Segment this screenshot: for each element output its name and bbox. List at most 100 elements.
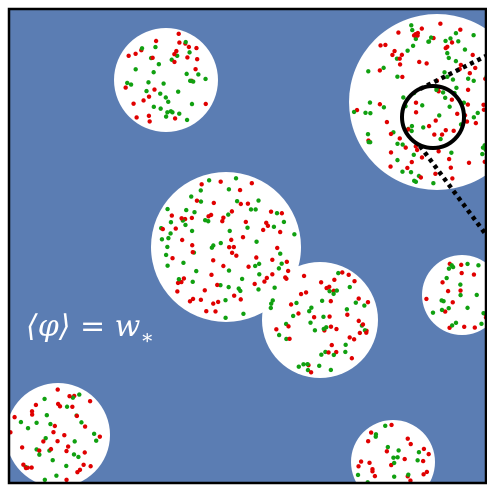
particle bbox=[194, 46, 198, 50]
particle bbox=[172, 52, 176, 56]
particle bbox=[332, 278, 336, 282]
particle bbox=[420, 155, 424, 159]
particle bbox=[405, 48, 409, 52]
particle bbox=[449, 165, 453, 169]
particle bbox=[392, 461, 396, 465]
particle bbox=[389, 132, 393, 136]
particle bbox=[21, 462, 25, 466]
particle bbox=[158, 91, 162, 95]
particle bbox=[211, 301, 215, 305]
particle bbox=[270, 272, 274, 276]
particle bbox=[359, 459, 363, 463]
particle bbox=[199, 298, 203, 302]
particle bbox=[299, 292, 303, 296]
particle bbox=[395, 158, 399, 162]
label-main: ⟨φ⟩ = w bbox=[26, 309, 141, 344]
particle bbox=[317, 364, 321, 368]
particle bbox=[212, 201, 216, 205]
particle bbox=[454, 59, 458, 63]
particle bbox=[445, 51, 449, 55]
particle bbox=[331, 292, 335, 296]
particle bbox=[195, 199, 199, 203]
particle bbox=[327, 289, 331, 293]
particle bbox=[43, 478, 47, 482]
particle bbox=[366, 132, 370, 136]
particle bbox=[12, 415, 16, 419]
particle bbox=[179, 216, 183, 220]
particle bbox=[232, 293, 236, 297]
particle bbox=[92, 432, 96, 436]
particle bbox=[356, 473, 360, 477]
particle bbox=[165, 207, 169, 211]
particle bbox=[211, 258, 215, 262]
particle bbox=[406, 436, 410, 440]
particle bbox=[204, 102, 208, 106]
particle bbox=[177, 111, 181, 115]
particle bbox=[170, 110, 174, 114]
particle bbox=[206, 214, 210, 218]
particle bbox=[133, 52, 137, 56]
particle bbox=[64, 478, 68, 482]
particle bbox=[270, 258, 274, 262]
particle bbox=[133, 67, 137, 71]
particle bbox=[266, 224, 270, 228]
particle bbox=[158, 106, 162, 110]
particle bbox=[37, 452, 41, 456]
particle bbox=[412, 153, 416, 157]
particle bbox=[366, 439, 370, 443]
particle bbox=[406, 472, 410, 476]
particle bbox=[189, 194, 193, 198]
particle bbox=[450, 323, 454, 327]
particle bbox=[272, 225, 276, 229]
particle bbox=[462, 325, 466, 329]
particle bbox=[345, 313, 349, 317]
particle bbox=[352, 337, 356, 341]
particle bbox=[147, 119, 151, 123]
particle bbox=[466, 102, 470, 106]
particle bbox=[261, 228, 265, 232]
particle bbox=[241, 312, 245, 316]
particle bbox=[458, 282, 462, 286]
particle bbox=[389, 150, 393, 154]
particle bbox=[237, 286, 241, 290]
particle bbox=[476, 263, 480, 267]
particle bbox=[211, 243, 215, 247]
particle bbox=[218, 180, 222, 184]
particle bbox=[416, 31, 420, 35]
particle bbox=[42, 397, 46, 401]
particle bbox=[448, 36, 452, 40]
particle bbox=[294, 301, 298, 305]
particle bbox=[446, 289, 450, 293]
particle bbox=[279, 261, 283, 265]
particle bbox=[335, 288, 339, 292]
particle bbox=[398, 136, 402, 140]
particle bbox=[382, 105, 386, 109]
particle bbox=[444, 128, 448, 132]
particle bbox=[363, 111, 367, 115]
particle bbox=[471, 53, 475, 57]
particle bbox=[357, 296, 361, 300]
particle bbox=[415, 458, 419, 462]
particle bbox=[414, 101, 418, 105]
particle bbox=[232, 245, 236, 249]
particle bbox=[319, 280, 323, 284]
particle bbox=[476, 111, 480, 115]
particle bbox=[193, 67, 197, 71]
particle bbox=[347, 335, 351, 339]
particle bbox=[51, 458, 55, 462]
particle bbox=[199, 188, 203, 192]
particle bbox=[278, 252, 282, 256]
particle bbox=[439, 298, 443, 302]
particle bbox=[216, 300, 220, 304]
particle bbox=[409, 170, 413, 174]
particle bbox=[191, 250, 195, 254]
particle bbox=[373, 474, 377, 478]
particle bbox=[134, 115, 138, 119]
particle bbox=[467, 161, 471, 165]
particle bbox=[381, 66, 385, 70]
particle bbox=[254, 240, 258, 244]
particle bbox=[447, 266, 451, 270]
particle bbox=[26, 426, 30, 430]
particle bbox=[199, 182, 203, 186]
particle bbox=[20, 445, 24, 449]
